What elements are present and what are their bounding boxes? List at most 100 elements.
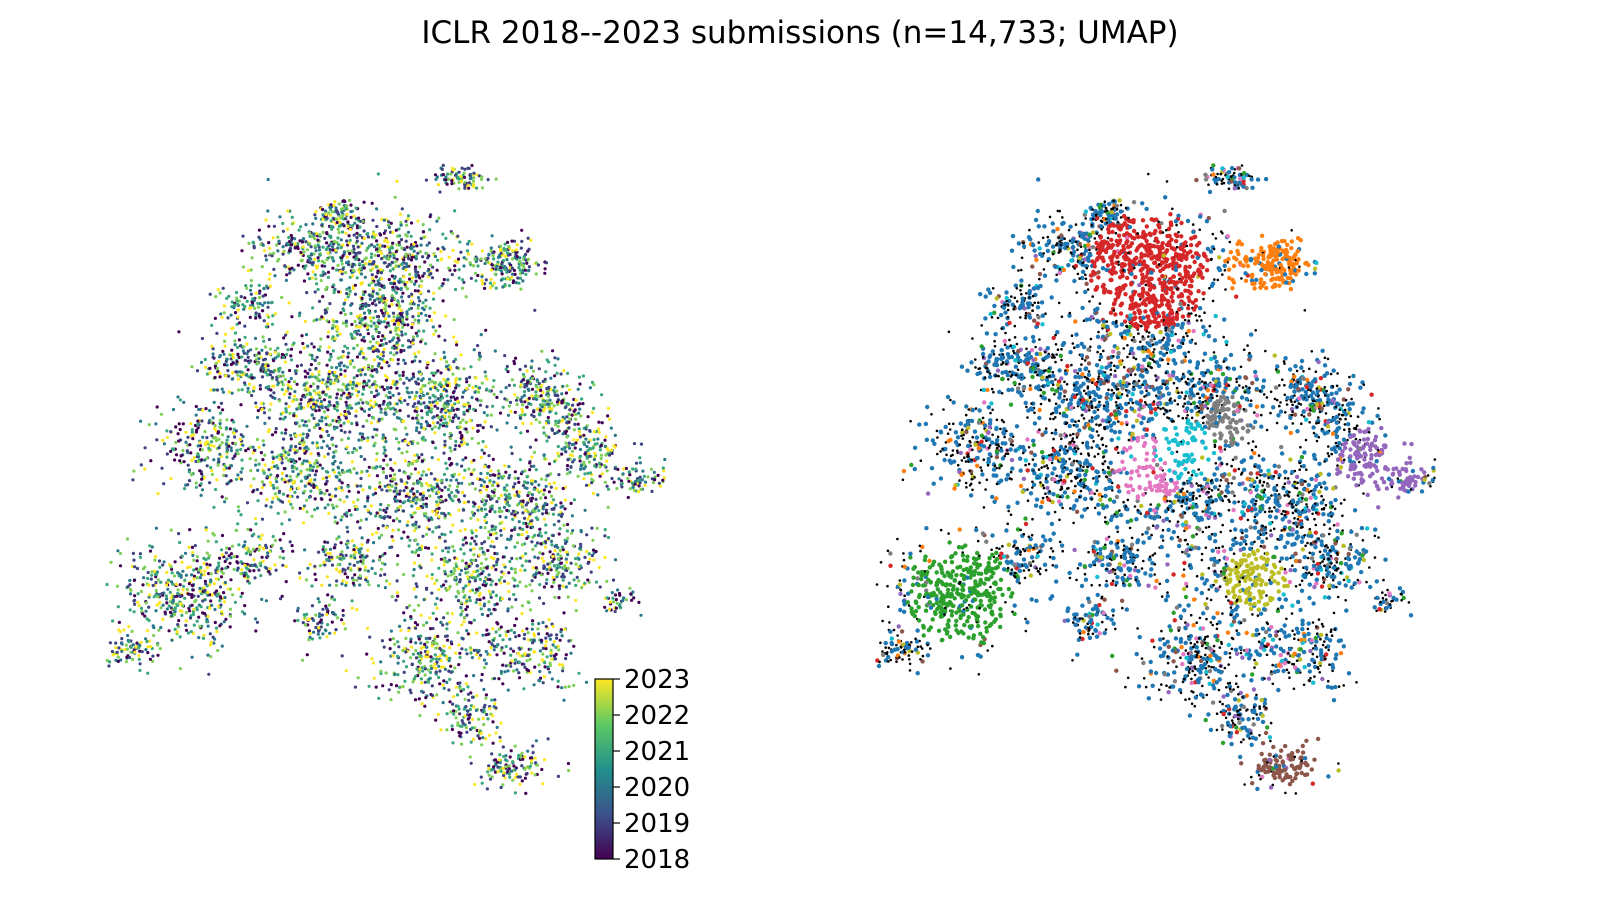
scatter-point-year [156, 595, 160, 599]
scatter-point-year [218, 585, 223, 589]
scatter-point-year [454, 386, 458, 390]
scatter-point-year [311, 222, 315, 226]
scatter-point-year [300, 240, 304, 244]
scatter-point-year [330, 494, 334, 499]
scatter-point-year [523, 413, 527, 417]
scatter-point-year [415, 407, 419, 411]
scatter-point-year [313, 244, 317, 248]
scatter-point-year [271, 236, 275, 240]
scatter-point-year [310, 372, 314, 376]
scatter-point-year [337, 486, 341, 490]
scatter-point-year [176, 588, 180, 592]
scatter-point-year [419, 425, 423, 429]
scatter-point-year [379, 352, 383, 356]
scatter-point-year [404, 262, 409, 266]
scatter-point-year [313, 237, 317, 241]
scatter-point-year [190, 583, 194, 588]
scatter-point-year [416, 296, 421, 300]
scatter-point-year [274, 427, 278, 431]
scatter-point-year [254, 347, 259, 351]
scatter-point-year [530, 394, 534, 398]
scatter-point-year [388, 269, 392, 273]
scatter-point-year [513, 513, 517, 517]
scatter-point-year [115, 584, 120, 588]
scatter-point-year [397, 468, 402, 473]
scatter-point-year [321, 428, 325, 432]
scatter-point-year [521, 279, 525, 283]
scatter-point-year [472, 458, 476, 462]
scatter-point-year [264, 599, 268, 603]
scatter-point-year [240, 458, 244, 462]
scatter-point-year [243, 563, 247, 567]
scatter-point-year [177, 619, 181, 623]
scatter-point-year [196, 444, 200, 448]
scatter-point-year [408, 395, 412, 399]
scatter-point-year [585, 444, 589, 449]
scatter-point-year [498, 514, 502, 519]
scatter-point-year [350, 249, 354, 253]
scatter-point-year [228, 427, 232, 431]
scatter-point-year [239, 560, 243, 564]
scatter-point-year [373, 380, 377, 384]
scatter-point-year [358, 526, 362, 530]
scatter-point-year [353, 221, 357, 225]
scatter-point-year [397, 227, 401, 231]
scatter-point-year [521, 271, 525, 275]
scatter-point-year [325, 285, 329, 289]
scatter-point-year [342, 199, 346, 203]
scatter-point-year [198, 586, 202, 591]
scatter-point-year [377, 246, 382, 250]
scatter-point-year [358, 262, 362, 266]
scatter-point-year [231, 361, 235, 365]
scatter-point-year [348, 275, 352, 279]
scatter-point-year [355, 374, 359, 378]
scatter-point-year [389, 351, 393, 355]
scatter-point-year [392, 336, 396, 340]
scatter-point-year [322, 560, 326, 565]
scatter-point-year [133, 594, 137, 598]
scatter-point-year [479, 399, 483, 403]
scatter-point-year [398, 304, 402, 308]
scatter-point-year [417, 506, 421, 510]
scatter-point-year [235, 555, 239, 559]
scatter-point-year [525, 384, 529, 388]
scatter-point-year [447, 266, 451, 270]
scatter-point-year [262, 319, 266, 323]
scatter-point-year [511, 509, 515, 513]
scatter-point-year [205, 617, 209, 622]
scatter-point-year [373, 487, 378, 491]
scatter-point-year [295, 382, 299, 386]
scatter-point-year [315, 318, 319, 322]
scatter-point-year [553, 363, 557, 367]
scatter-point-year [177, 439, 181, 443]
scatter-point-year [304, 223, 308, 227]
scatter-point-year [380, 385, 384, 389]
scatter-point-year [444, 236, 448, 240]
scatter-point-year [536, 533, 541, 538]
scatter-point-year [453, 173, 458, 177]
scatter-point-year [233, 339, 237, 343]
scatter-point-year [467, 186, 471, 190]
scatter-point-year [521, 511, 525, 515]
scatter-point-year [325, 258, 329, 262]
scatter-point-year [481, 439, 485, 444]
scatter-point-year [507, 404, 511, 408]
scatter-point-year [578, 435, 583, 439]
scatter-point-year [160, 466, 164, 470]
scatter-point-year [313, 290, 317, 294]
scatter-point-year [437, 490, 441, 494]
scatter-point-year [159, 606, 163, 610]
scatter-point-year [275, 243, 279, 247]
scatter-point-year [362, 385, 366, 389]
scatter-point-year [420, 484, 424, 488]
scatter-point-year [371, 316, 376, 320]
scatter-point-year [327, 423, 331, 427]
scatter-point-year [190, 593, 194, 597]
scatter-point-year [352, 233, 356, 237]
scatter-point-year [321, 270, 325, 274]
scatter-point-year [400, 536, 404, 540]
scatter-point-year [118, 551, 122, 556]
scatter-point-year [503, 397, 507, 401]
scatter-point-year [302, 440, 306, 444]
scatter-point-year [268, 347, 272, 351]
